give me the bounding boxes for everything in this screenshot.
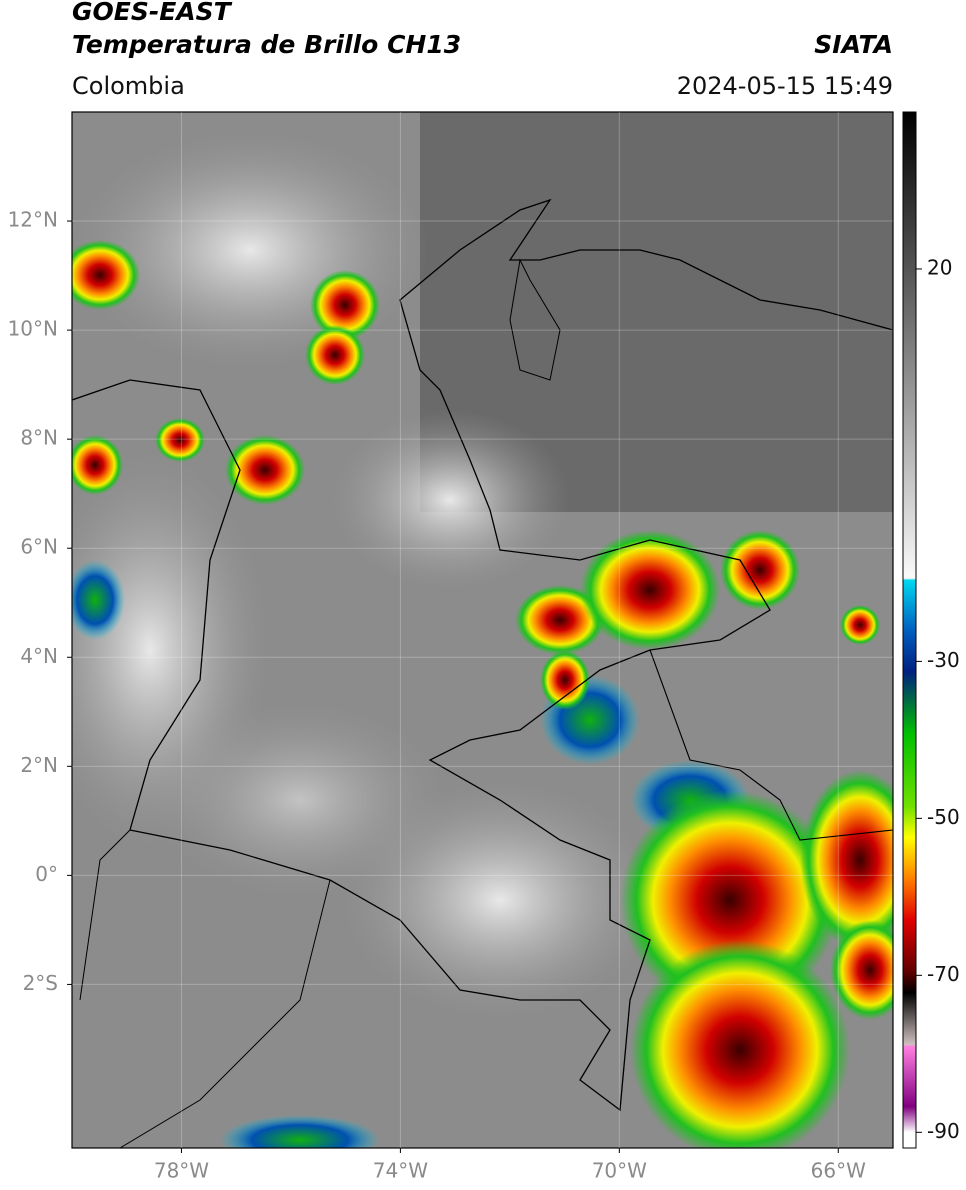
map-frame bbox=[71, 111, 894, 1149]
colorbar-tick-label: -90 bbox=[927, 1119, 960, 1143]
title-line1: GOES-EAST bbox=[72, 0, 233, 26]
x-tick-label: 78°W bbox=[154, 1159, 209, 1183]
colorbar-tick-label: 20 bbox=[927, 255, 952, 279]
datetime: 2024-05-15 15:49 bbox=[677, 72, 893, 100]
y-tick-label: 2°S bbox=[23, 971, 58, 995]
title-line2: Temperatura de Brillo CH13 bbox=[72, 30, 461, 59]
axes: 78°W 74°W 70°W 66°W 12°N 10°N 8°N 6°N 4°N 2°N 0° 2°… bbox=[8, 112, 960, 1183]
colorbar-tick-label: -50 bbox=[927, 805, 960, 829]
colorbar bbox=[902, 111, 917, 1149]
x-tick-label: 66°W bbox=[811, 1159, 866, 1183]
colorbar-tick-label: -30 bbox=[927, 648, 960, 672]
region: Colombia bbox=[72, 72, 185, 100]
source: SIATA bbox=[814, 30, 893, 59]
colorbar-tick-label: -70 bbox=[927, 962, 960, 986]
y-tick-label: 12°N bbox=[8, 208, 58, 232]
y-tick-label: 2°N bbox=[20, 753, 58, 777]
x-tick-label: 70°W bbox=[592, 1159, 647, 1183]
satellite-image bbox=[72, 112, 893, 1148]
y-tick-label: 8°N bbox=[20, 426, 58, 450]
y-tick-label: 6°N bbox=[20, 535, 58, 559]
x-tick-label: 74°W bbox=[373, 1159, 428, 1183]
y-tick-label: 0° bbox=[35, 862, 58, 886]
y-tick-label: 4°N bbox=[20, 644, 58, 668]
y-tick-label: 10°N bbox=[8, 317, 58, 341]
